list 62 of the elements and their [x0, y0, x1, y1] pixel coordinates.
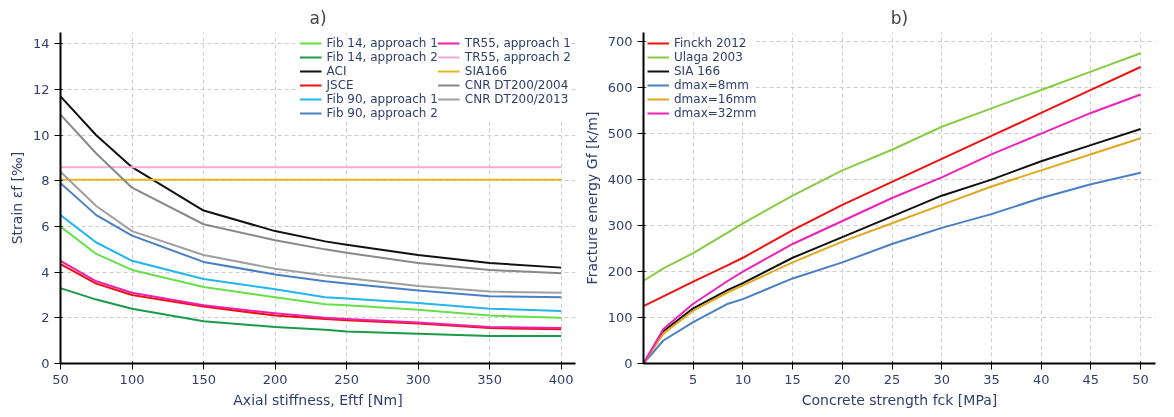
y-tick-label: 100: [607, 310, 633, 326]
x-tick-label: 250: [334, 371, 360, 387]
x-tick-label: 15: [784, 371, 801, 387]
chart-title: a): [309, 7, 327, 28]
line-series: [60, 225, 563, 319]
x-tick-label: 200: [262, 371, 288, 387]
y-tick-label: 700: [607, 34, 633, 50]
line-series: [60, 214, 563, 312]
legend-label: dmax=32mm: [674, 106, 757, 120]
legend-label: TR55, approach 2: [464, 50, 571, 64]
legend-label: SIA 166: [674, 64, 721, 78]
x-tick-label: 35: [983, 371, 1000, 387]
line-series: [60, 287, 563, 338]
y-tick-label: 6: [41, 219, 50, 235]
x-tick-label: 10: [734, 371, 752, 387]
legend-label: Ulaga 2003: [674, 50, 743, 64]
x-tick-label: 25: [883, 371, 901, 387]
x-axis-title: Concrete strength fck [MPa]: [801, 391, 998, 408]
y-tick-label: 400: [607, 172, 633, 188]
legend-label: ACI: [326, 64, 347, 78]
x-tick-label: 45: [1082, 371, 1100, 387]
y-tick-label: 8: [41, 173, 50, 189]
x-tick-label: 20: [834, 371, 851, 387]
legend-label: Fib 90, approach 2: [326, 106, 438, 120]
y-axis-title: Strain εf [‰]: [8, 151, 25, 245]
line-series: [643, 52, 1142, 282]
y-tick-label: 0: [41, 356, 50, 371]
y-tick-label: 10: [32, 127, 50, 143]
y-tick-label: 4: [41, 264, 50, 280]
y-tick-label: 2: [41, 310, 50, 326]
x-axis-title: Axial stiffness, Eftf [Nm]: [233, 391, 403, 408]
legend-label: JSCE: [326, 78, 354, 92]
x-tick-label: 50: [52, 371, 69, 387]
legend-label: Fib 90, approach 1: [326, 92, 438, 106]
legend-label: Fib 14, approach 1: [326, 36, 438, 50]
legend-label: SIA166: [464, 64, 508, 78]
x-tick-label: 100: [119, 371, 145, 387]
legend-label: Finckh 2012: [674, 36, 747, 50]
legend-label: TR55, approach 1: [464, 36, 571, 50]
y-axis-title: Fracture energy Gf [k/m]: [583, 111, 600, 285]
legend-label: dmax=8mm: [674, 78, 749, 92]
x-tick-label: 5: [689, 371, 698, 387]
x-tick-label: 350: [477, 371, 503, 387]
x-tick-label: 150: [191, 371, 216, 387]
legend-label: CNR DT200/2004: [464, 78, 569, 92]
y-tick-label: 200: [607, 264, 633, 280]
legend-label: CNR DT200/2013: [464, 92, 569, 106]
y-tick-label: 600: [607, 80, 633, 96]
legend-label: dmax=16mm: [674, 92, 757, 106]
line-series: [643, 65, 1142, 308]
y-tick-label: 300: [607, 218, 633, 234]
x-tick-label: 40: [1032, 371, 1050, 387]
x-tick-label: 50: [1132, 371, 1149, 387]
y-tick-label: 14: [32, 36, 50, 52]
y-tick-label: 500: [607, 126, 633, 142]
y-tick-label: 12: [32, 82, 50, 98]
legend-label: Fib 14, approach 2: [326, 50, 438, 64]
y-tick-label: 0: [624, 356, 633, 371]
chart-title: b): [890, 7, 909, 28]
x-tick-label: 300: [405, 371, 431, 387]
x-tick-label: 400: [548, 371, 574, 387]
x-tick-label: 30: [933, 371, 951, 387]
